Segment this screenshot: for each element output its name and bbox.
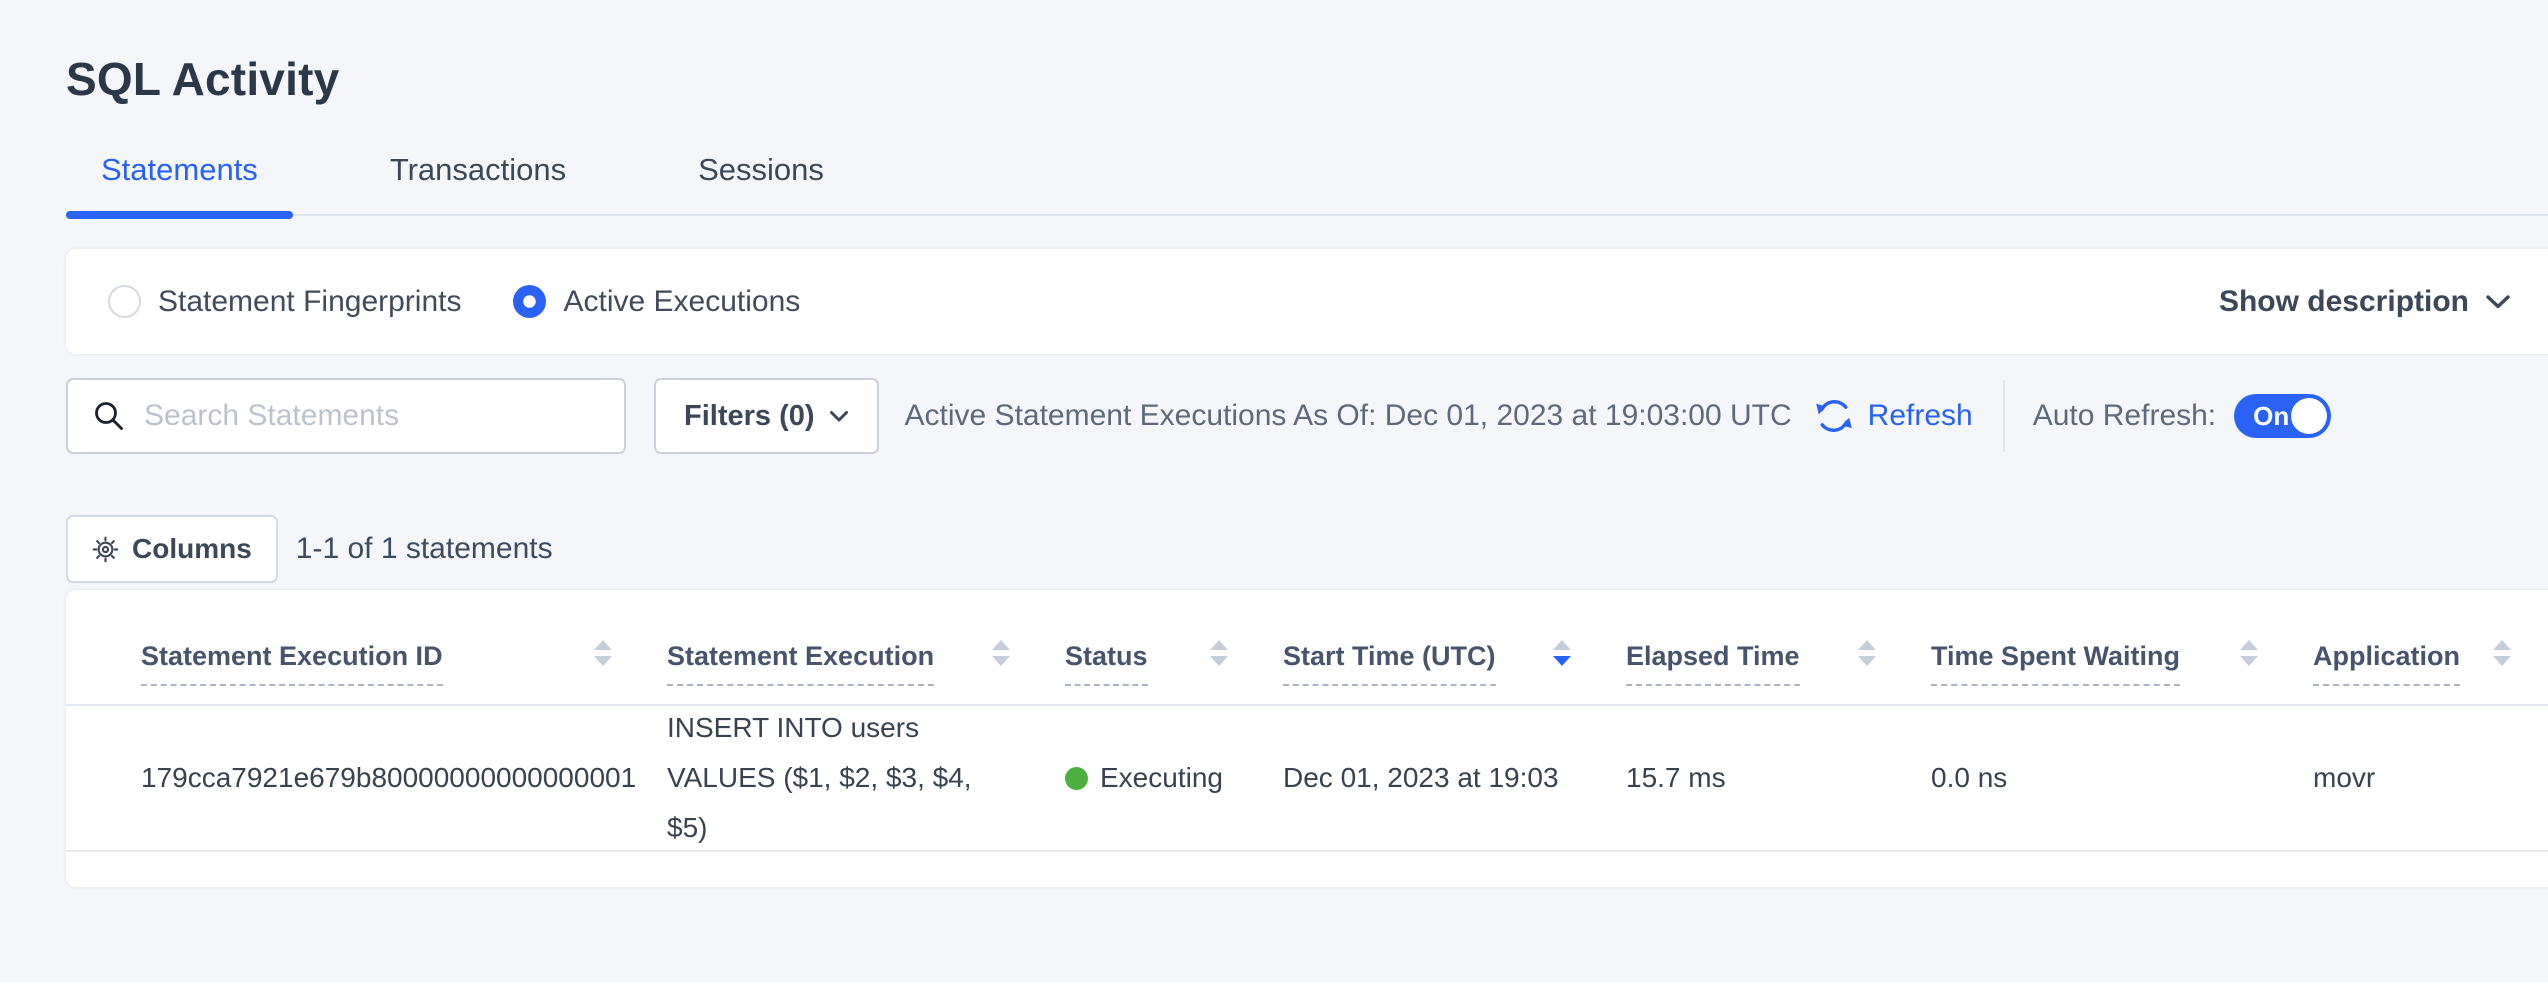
columns-button[interactable]: Columns bbox=[66, 515, 278, 583]
sort-arrows-icon bbox=[1553, 640, 1571, 666]
cell-elapsed-time: 15.7 ms bbox=[1626, 762, 1726, 793]
search-input[interactable] bbox=[144, 399, 604, 433]
cell-application: movr bbox=[2313, 762, 2376, 793]
status-executing-dot-icon bbox=[1065, 766, 1088, 790]
show-description-toggle[interactable]: Show description bbox=[2219, 285, 2511, 319]
columns-label: Columns bbox=[132, 533, 252, 564]
controls-row: Filters (0) Active Statement Executions … bbox=[66, 378, 2548, 454]
column-header-elapsed-time[interactable]: Elapsed Time bbox=[1626, 640, 1931, 704]
tab-bar: Statements Transactions Sessions bbox=[66, 152, 2548, 219]
sort-arrows-icon bbox=[1210, 640, 1228, 666]
auto-refresh-toggle[interactable]: On bbox=[2234, 394, 2332, 438]
toggle-knob bbox=[2291, 398, 2328, 434]
sort-arrows-icon bbox=[2493, 640, 2511, 666]
radio-statement-fingerprints[interactable]: Statement Fingerprints bbox=[108, 285, 461, 319]
radio-label[interactable]: Active Executions bbox=[563, 284, 801, 318]
chevron-down-icon bbox=[2486, 294, 2510, 308]
refresh-button[interactable]: Refresh bbox=[1812, 394, 1973, 438]
cell-status: Executing bbox=[1065, 762, 1283, 794]
table-toolbar: Columns 1-1 of 1 statements bbox=[66, 515, 2548, 583]
show-description-label: Show description bbox=[2218, 284, 2469, 318]
column-header-statement-execution-id[interactable]: Statement Execution ID bbox=[141, 640, 667, 704]
search-box[interactable] bbox=[66, 378, 626, 454]
result-count: 1-1 of 1 statements bbox=[295, 532, 553, 565]
column-header-application[interactable]: Application bbox=[2313, 640, 2548, 704]
table-header-row: Statement Execution ID Statement Executi… bbox=[66, 590, 2548, 706]
column-header-time-spent-waiting[interactable]: Time Spent Waiting bbox=[1931, 640, 2313, 704]
auto-refresh-label: Auto Refresh: bbox=[2032, 399, 2217, 432]
view-mode-card: Statement Fingerprints Active Executions… bbox=[66, 249, 2548, 354]
radio-label[interactable]: Statement Fingerprints bbox=[158, 284, 462, 318]
radio-active-executions[interactable]: Active Executions bbox=[513, 285, 800, 319]
vertical-divider bbox=[2002, 380, 2005, 452]
tab-statements[interactable]: Statements bbox=[66, 152, 293, 219]
column-header-start-time[interactable]: Start Time (UTC) bbox=[1283, 640, 1626, 704]
cell-time-spent-waiting: 0.0 ns bbox=[1931, 762, 2008, 793]
toggle-state-label: On bbox=[2253, 401, 2290, 431]
gear-icon bbox=[92, 536, 119, 562]
statements-table: Statement Execution ID Statement Executi… bbox=[66, 590, 2548, 887]
chevron-down-icon bbox=[829, 410, 848, 421]
cell-execution-id: 179cca7921e679b80000000000000001 bbox=[141, 762, 637, 793]
status-badge: Executing bbox=[1100, 762, 1223, 793]
sort-arrows-icon bbox=[992, 640, 1010, 666]
refresh-label: Refresh bbox=[1867, 399, 1973, 432]
sort-arrows-icon bbox=[594, 640, 612, 666]
column-header-status[interactable]: Status bbox=[1065, 640, 1283, 704]
refresh-icon bbox=[1815, 400, 1852, 432]
tab-sessions[interactable]: Sessions bbox=[698, 152, 824, 187]
radio-circle-icon[interactable] bbox=[108, 285, 141, 318]
as-of-timestamp: Active Statement Executions As Of: Dec 0… bbox=[904, 399, 1792, 432]
cell-statement: INSERT INTO users VALUES ($1, $2, $3, $4… bbox=[667, 712, 972, 843]
table-row[interactable]: 179cca7921e679b80000000000000001 INSERT … bbox=[66, 706, 2548, 852]
page-title: SQL Activity bbox=[66, 53, 340, 105]
filters-button[interactable]: Filters (0) bbox=[654, 378, 879, 454]
filters-label: Filters (0) bbox=[684, 399, 815, 432]
radio-circle-icon[interactable] bbox=[513, 285, 547, 318]
sort-arrows-icon bbox=[2240, 640, 2258, 666]
column-header-statement-execution[interactable]: Statement Execution bbox=[667, 640, 1065, 704]
search-icon bbox=[95, 402, 123, 430]
tab-transactions[interactable]: Transactions bbox=[389, 152, 567, 187]
cell-start-time: Dec 01, 2023 at 19:03 bbox=[1283, 762, 1559, 793]
sort-arrows-icon bbox=[1858, 640, 1876, 666]
